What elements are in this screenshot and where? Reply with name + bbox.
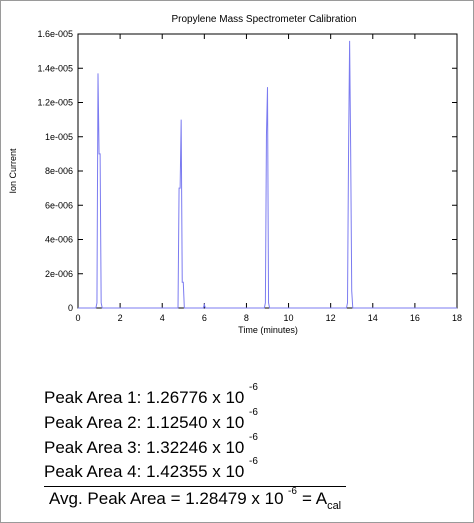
series-line-0 (78, 40, 457, 309)
peak-area-3-exponent: -6 (249, 432, 258, 443)
y-tick-label: 6e-006 (45, 200, 73, 210)
chart-title: Propylene Mass Spectrometer Calibration (171, 14, 356, 25)
y-tick-label: 1.2e-005 (37, 98, 73, 108)
y-tick-label: 2e-006 (45, 269, 73, 279)
average-exponent: -6 (288, 486, 297, 497)
x-tick-label: 6 (202, 313, 207, 323)
y-axis-label: Ion Current (8, 148, 18, 194)
x-tick-label: 8 (244, 313, 249, 323)
x-axis-label: Time (minutes) (238, 325, 298, 335)
peak-area-2-exponent: -6 (249, 407, 258, 418)
acal-symbol: = A (302, 489, 328, 508)
y-tick-label: 1e-005 (45, 132, 73, 142)
sum-rule (44, 486, 346, 487)
y-tick-label: 1.4e-005 (37, 63, 73, 73)
peak-area-1-exponent: -6 (249, 382, 258, 393)
x-tick-label: 2 (118, 313, 123, 323)
y-axis: 0 2e-006 4e-006 6e-006 8e-006 1e-005 1.2e-005 1… (37, 29, 457, 313)
average-equals-acal: = Acal (302, 489, 342, 512)
y-tick-label: 4e-006 (45, 235, 73, 245)
y-tick-label: 8e-006 (45, 166, 73, 176)
x-tick-label: 16 (410, 313, 420, 323)
peak-area-3-text: Peak Area 3: 1.32246 x 10 (44, 438, 245, 457)
acal-subscript: cal (327, 500, 342, 512)
x-tick-label: 12 (326, 313, 336, 323)
peak-area-1-text: Peak Area 1: 1.26776 x 10 (44, 388, 245, 407)
series-layer (78, 40, 457, 309)
x-tick-label: 10 (284, 313, 294, 323)
x-axis: 0 2 4 6 8 10 12 14 16 18 (75, 34, 462, 323)
x-tick-label: 14 (368, 313, 378, 323)
x-tick-label: 18 (452, 313, 462, 323)
y-tick-label: 0 (68, 303, 73, 313)
x-tick-label: 4 (160, 313, 165, 323)
x-tick-label: 0 (75, 313, 80, 323)
peak-area-2-text: Peak Area 2: 1.12540 x 10 (44, 413, 245, 432)
peak-area-4-text: Peak Area 4: 1.42355 x 10 (44, 462, 245, 481)
average-peak-area: Avg. Peak Area = 1.28479 x 10 (49, 489, 284, 508)
peak-area-4-exponent: -6 (249, 456, 258, 467)
y-tick-label: 1.6e-005 (37, 29, 73, 39)
chart: Propylene Mass Spectrometer Calibration … (8, 14, 462, 335)
